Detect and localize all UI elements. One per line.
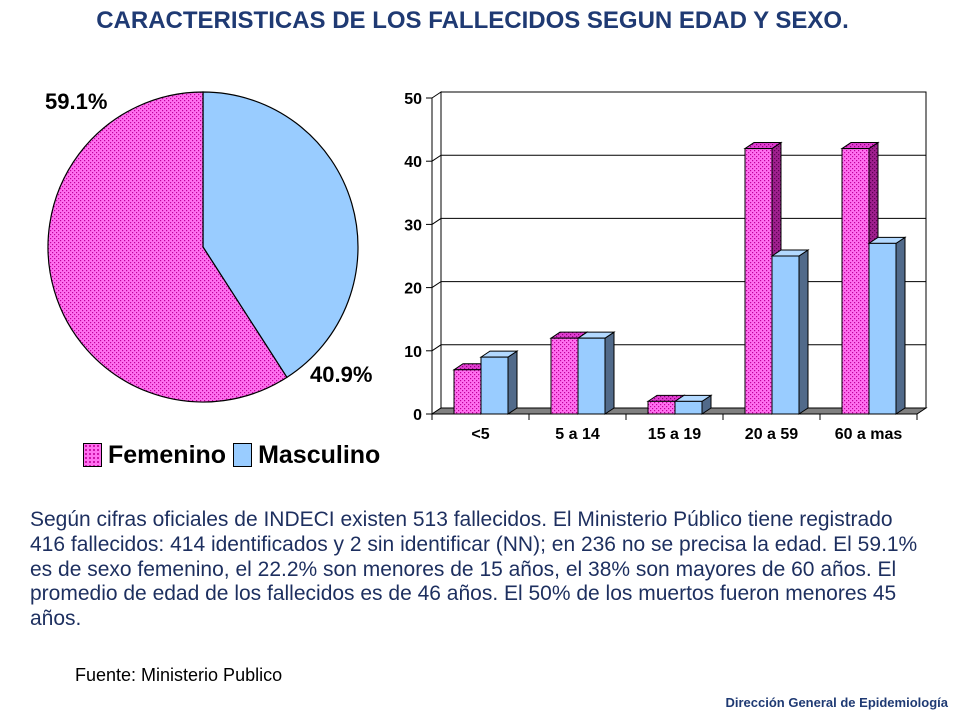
page-title: CARACTERISTICAS DE LOS FALLECIDOS SEGUN … [96, 7, 849, 34]
bar-masculino-2 [673, 394, 713, 415]
side-wall [431, 91, 442, 415]
legend-swatch-femenino [83, 443, 102, 467]
x-tick-label: <5 [471, 426, 489, 443]
bar-masculino-1 [576, 331, 616, 415]
bar-front-face [841, 148, 870, 415]
legend: Femenino Masculino [83, 440, 380, 470]
pie-chart: 59.1% 40.9% [45, 89, 372, 403]
x-tick-label: 5 a 14 [555, 426, 600, 443]
source-note: Fuente: Ministerio Publico [75, 665, 283, 685]
y-tick-label: 0 [413, 407, 422, 424]
legend-label-femenino: Femenino [108, 441, 227, 469]
bar-masculino-4 [867, 236, 907, 415]
bar-front-face [647, 400, 676, 415]
legend-label-masculino: Masculino [258, 441, 381, 469]
footer-organization: Dirección General de Epidemiología [725, 695, 948, 710]
bar-side-face [798, 249, 809, 415]
legend-swatch-masculino [233, 443, 253, 467]
y-tick-label: 30 [404, 217, 422, 234]
x-tick-label: 15 a 19 [648, 426, 701, 443]
pie-data-label: 59.1% [45, 89, 107, 114]
bar-front-face [868, 242, 897, 415]
bar-front-face [744, 148, 773, 415]
description-line: años. [30, 607, 82, 631]
bar-front-face [674, 400, 703, 415]
description-line: es de sexo femenino, el 22.2% son menore… [30, 557, 897, 581]
bar-front-face [771, 255, 800, 415]
bar-front-face [480, 356, 509, 415]
x-tick-label: 60 a mas [835, 426, 903, 443]
pie-data-label: 40.9% [310, 362, 372, 387]
y-tick-label: 50 [404, 91, 422, 108]
description-paragraph: Según cifras oficiales de INDECI existen… [30, 508, 917, 632]
bar-masculino-0 [479, 350, 519, 415]
description-line: promedio de edad de los fallecidos es de… [30, 582, 897, 606]
description-line: Según cifras oficiales de INDECI existen… [30, 508, 893, 531]
pie-slice-masculino [202, 91, 359, 379]
x-tick-label: 20 a 59 [745, 426, 798, 443]
y-tick-label: 20 [404, 281, 422, 298]
bar-side-face [507, 350, 518, 415]
y-tick-label: 10 [404, 344, 422, 361]
pie-slice-femenino [47, 91, 288, 403]
bar-masculino-3 [770, 249, 810, 415]
bar-front-face [550, 337, 579, 415]
bar-front-face [453, 369, 482, 415]
description-line: 416 fallecidos: 414 identificados y 2 si… [30, 532, 918, 556]
y-tick-label: 40 [404, 154, 422, 171]
bar-front-face [577, 337, 606, 415]
bar-side-face [604, 331, 615, 415]
bar-chart: 0 10 20 30 40 50 <5 5 a 14 15 a 19 20 a 59 60 a ma… [404, 91, 928, 443]
bar-side-face [895, 236, 906, 415]
